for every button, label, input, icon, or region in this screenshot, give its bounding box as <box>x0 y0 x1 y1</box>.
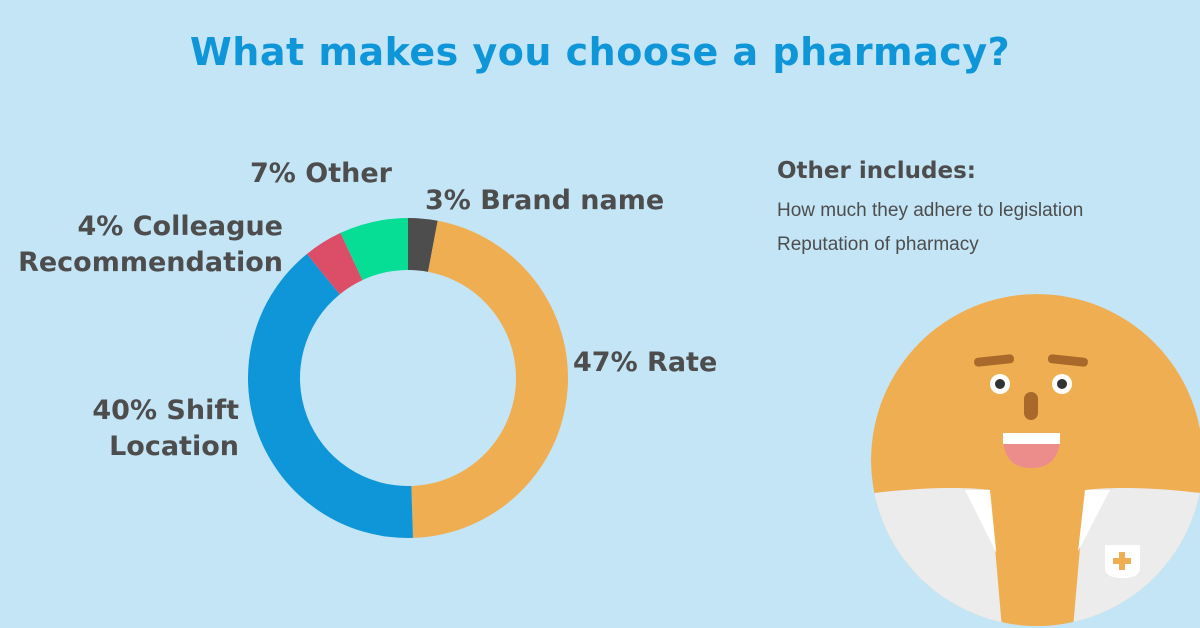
label-shift-line2: Location <box>109 431 239 462</box>
label-colleague-line1: 4% Colleague <box>77 211 283 242</box>
page-title: What makes you choose a pharmacy? <box>189 30 1011 74</box>
other-includes-item: Reputation of pharmacy <box>777 234 979 255</box>
donut-slice-rate <box>411 220 568 538</box>
donut-slice-colleague-recommendation <box>306 232 363 295</box>
donut-slice-shift-location <box>248 254 413 538</box>
label-colleague: 4% Colleague Recommendation <box>18 209 283 281</box>
label-brand-name: 3% Brand name <box>425 185 665 216</box>
label-rate: 47% Rate <box>573 347 718 378</box>
label-shift: 40% Shift Location <box>92 393 239 465</box>
donut-slice-brand-name <box>408 218 438 272</box>
label-other: 7% Other <box>250 158 392 189</box>
label-shift-line1: 40% Shift <box>92 395 239 426</box>
label-colleague-line2: Recommendation <box>18 247 283 278</box>
donut-slice-other <box>340 218 408 281</box>
other-includes-title: Other includes: <box>777 158 976 184</box>
other-includes-item: How much they adhere to legislation <box>777 200 1084 221</box>
